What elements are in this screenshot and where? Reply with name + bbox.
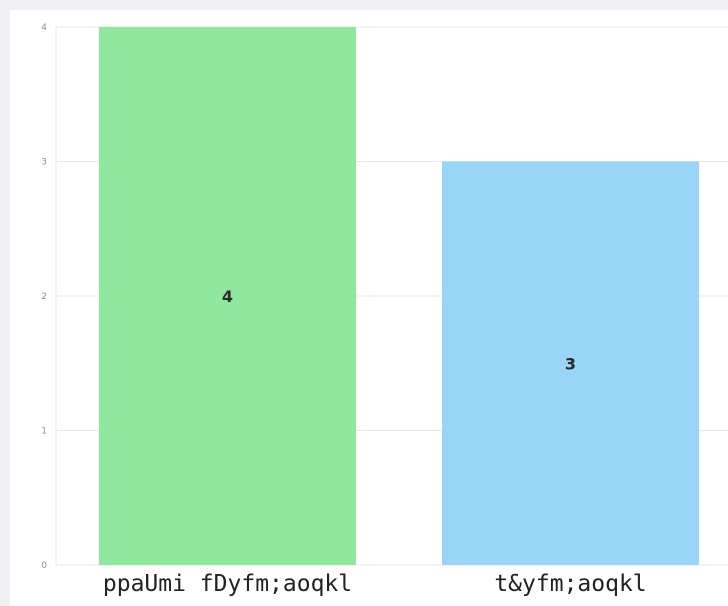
- y-tick-label: 4: [41, 23, 47, 33]
- y-tick-label: 0: [41, 561, 47, 571]
- bar-value-label: 3: [565, 354, 576, 373]
- x-category-label: ppaUmi fDyfm;aoqkl: [103, 571, 352, 597]
- chart-panel: 0 1 2 3 4 4 ppaUmi fDyfm;aoqkl 3 t&yfm;aoqkl: [10, 10, 728, 606]
- x-category-label: t&yfm;aoqkl: [494, 571, 646, 597]
- y-tick-label: 1: [41, 427, 47, 437]
- bar-chart: 0 1 2 3 4 4 ppaUmi fDyfm;aoqkl 3 t&yfm;aoqkl: [41, 23, 728, 597]
- y-tick-label: 3: [41, 158, 47, 168]
- bar-2[interactable]: [442, 161, 699, 566]
- bar-value-label: 4: [222, 287, 233, 306]
- y-tick-label: 2: [41, 292, 47, 302]
- bar-1[interactable]: [99, 27, 356, 565]
